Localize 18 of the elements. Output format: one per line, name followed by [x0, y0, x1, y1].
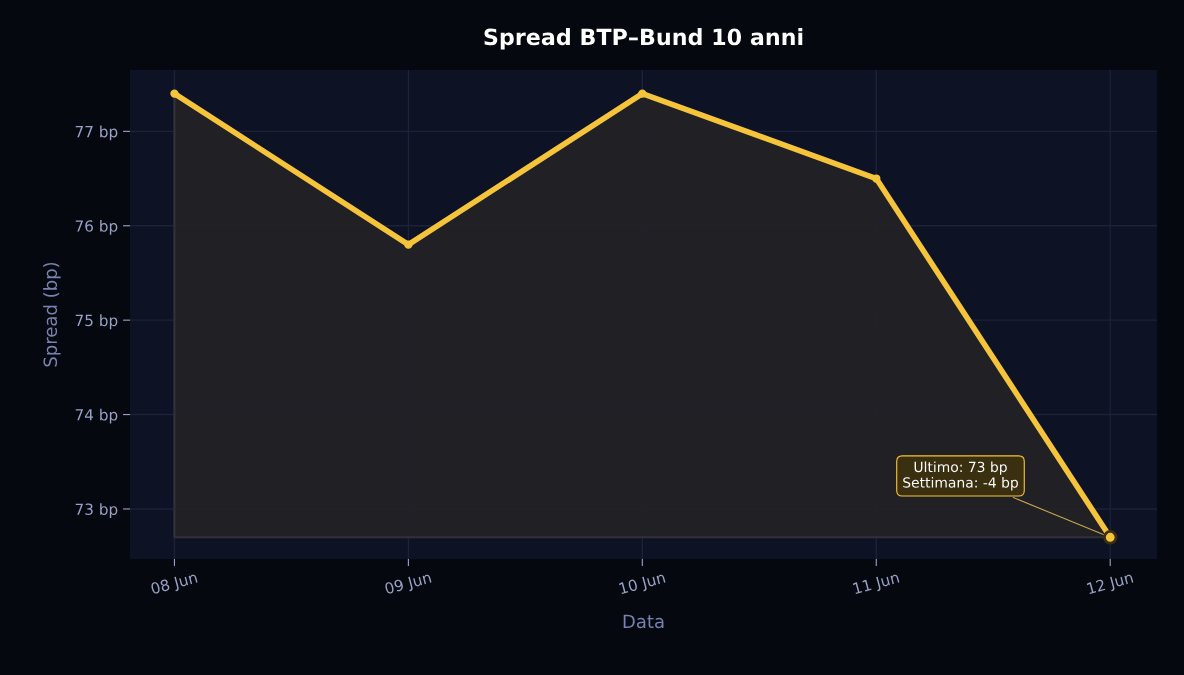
- y-axis-title: Spread (bp): [43, 262, 61, 367]
- y-tick-label: 76 bp: [75, 219, 118, 235]
- point: [872, 174, 881, 183]
- y-tick-label: 77 bp: [75, 125, 118, 141]
- point: [170, 89, 179, 98]
- x-tick-label: 12 Jun: [1086, 571, 1135, 597]
- point: [638, 89, 647, 98]
- x-tick-label: 09 Jun: [384, 571, 433, 598]
- x-tick-label: 10 Jun: [618, 571, 667, 597]
- annotation: Ultimo: 73 bp Settimana: -4 bp: [903, 461, 1018, 491]
- chart-title: Spread BTP–Bund 10 anni: [484, 28, 803, 50]
- y-tick-label: 75 bp: [75, 314, 118, 330]
- x-tick-label: 08 Jun: [150, 571, 199, 598]
- y-tick-label: 73 bp: [75, 503, 118, 518]
- x-tick-label: 11 Jun: [852, 571, 901, 597]
- x-axis-title: Data: [623, 614, 664, 629]
- point: [404, 240, 413, 249]
- y-tick-label: 74 bp: [75, 408, 118, 424]
